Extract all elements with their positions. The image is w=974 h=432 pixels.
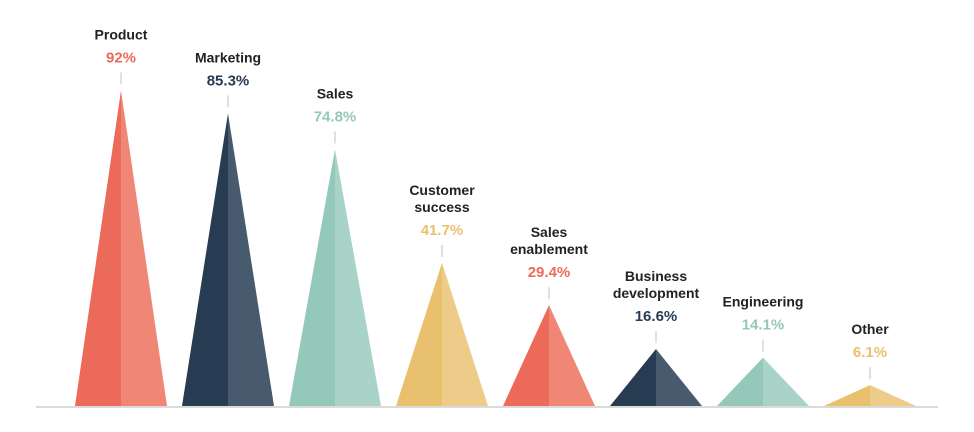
category-label-customer-success-line2: success [414, 199, 469, 215]
bar-business-development-right [656, 349, 702, 406]
value-label-business-development: 16.6% [635, 308, 678, 325]
category-label-sales-enablement-line1: Sales [531, 224, 568, 240]
chart-marks: 92% Product 85.3% Marketing 74.8% Sales 41.7% C… [75, 26, 916, 407]
category-label-business-development-line1: Business [625, 268, 687, 284]
category-label-business-development-line2: development [613, 285, 700, 301]
bar-marketing-left [182, 113, 228, 407]
value-label-engineering: 14.1% [742, 317, 785, 334]
bar-business-development-left [610, 349, 656, 406]
bar-sales-enablement-left [503, 305, 549, 406]
bar-sales-left [289, 149, 335, 406]
value-label-sales: 74.8% [314, 108, 357, 125]
bar-marketing-right [228, 113, 274, 407]
value-label-other: 6.1% [853, 344, 887, 361]
value-label-marketing: 85.3% [207, 72, 250, 89]
category-label-marketing: Marketing [195, 49, 261, 65]
value-label-customer-success: 41.7% [421, 222, 464, 239]
category-label-other: Other [851, 321, 889, 337]
bar-sales-enablement-right [549, 305, 595, 406]
bar-product-left [75, 90, 121, 406]
value-label-product: 92% [106, 49, 136, 66]
bar-customer-success-right [442, 262, 488, 406]
value-label-sales-enablement: 29.4% [528, 264, 571, 281]
bar-other-left [824, 385, 870, 406]
category-label-sales-enablement-line2: enablement [510, 241, 588, 257]
bar-customer-success-left [396, 262, 442, 406]
category-label-customer-success-line1: Customer [409, 182, 475, 198]
category-label-product: Product [95, 26, 148, 42]
category-label-sales: Sales [317, 85, 354, 101]
bar-engineering-right [763, 357, 809, 406]
bar-sales-right [335, 149, 381, 406]
bar-other-right [870, 385, 916, 406]
bar-product-right [121, 90, 167, 406]
category-label-engineering: Engineering [723, 294, 804, 310]
bar-engineering-left [717, 357, 763, 406]
